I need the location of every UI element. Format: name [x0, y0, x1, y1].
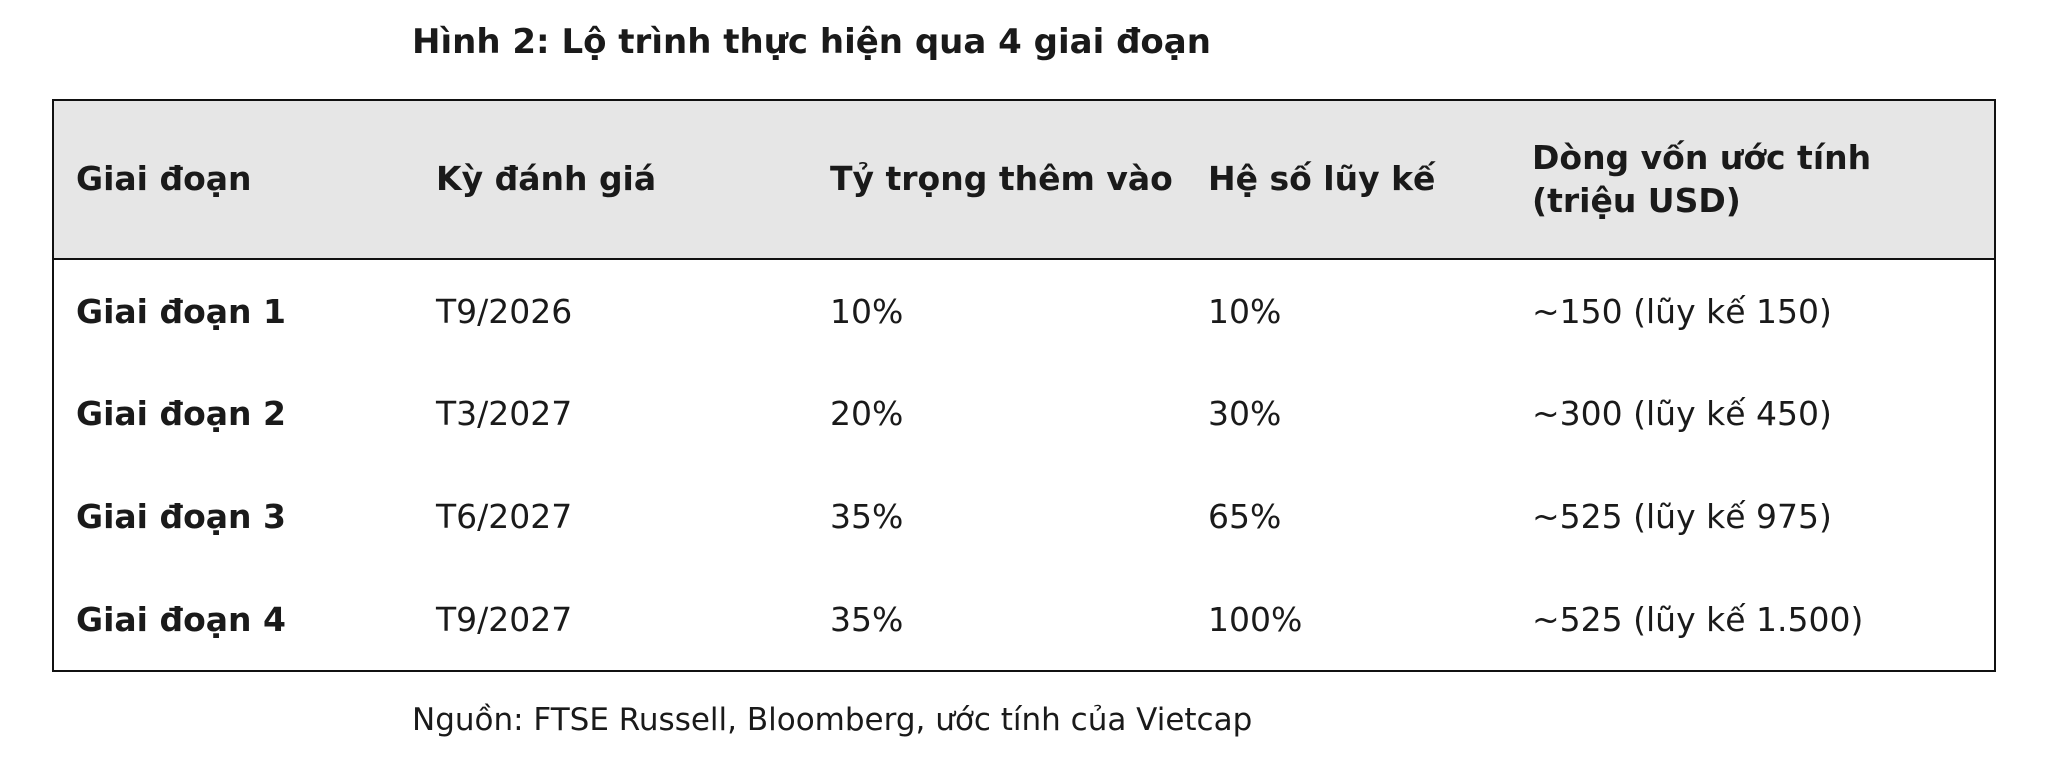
table-cell: 35%	[830, 599, 904, 639]
header-cell: Dòng vốn ước tính (triệu USD)	[1532, 137, 1872, 220]
table-cell: Giai đoạn 2	[76, 394, 286, 433]
table-cell: 30%	[1208, 394, 1282, 433]
table-cell: ~525 (lũy kế 1.500)	[1532, 599, 1864, 639]
table-cell: T3/2027	[436, 394, 573, 433]
table-cell: 10%	[830, 291, 904, 331]
table-body: Giai đoạn 1 T9/2026 10% 10% ~150 (lũy kế 150…	[53, 259, 1995, 671]
table-row: Giai đoạn 4 T9/2027 35% 100% ~525 (lũy kế 1.…	[53, 568, 1995, 671]
table-cell: 10%	[1208, 291, 1282, 331]
header-cell: Giai đoạn	[76, 159, 252, 199]
table-cell: Giai đoạn 1	[76, 291, 286, 331]
table-cell: T9/2026	[436, 291, 573, 331]
table-cell: 20%	[830, 394, 904, 433]
table-row: Giai đoạn 1 T9/2026 10% 10% ~150 (lũy kế 150…	[53, 259, 1995, 362]
table-cell: ~300 (lũy kế 450)	[1532, 394, 1832, 433]
table-cell: 35%	[830, 497, 904, 536]
table-row: Giai đoạn 2 T3/2027 20% 30% ~300 (lũy kế 450…	[53, 362, 1995, 465]
table-cell: 100%	[1208, 599, 1303, 639]
table-row: Giai đoạn 3 T6/2027 35% 65% ~525 (lũy kế 975…	[53, 465, 1995, 568]
source-note: Nguồn: FTSE Russell, Bloomberg, ước tính…	[412, 702, 1253, 738]
table-cell: Giai đoạn 3	[76, 497, 286, 536]
header-cell: Hệ số lũy kế	[1208, 159, 1436, 199]
table-cell: ~150 (lũy kế 150)	[1532, 291, 1832, 331]
header-cell: Kỳ đánh giá	[436, 159, 657, 199]
data-table: Giai đoạn Kỳ đánh giá Tỷ trọng thêm vào Hệ …	[52, 99, 1996, 672]
header-row: Giai đoạn Kỳ đánh giá Tỷ trọng thêm vào Hệ …	[53, 100, 1995, 259]
table-header: Giai đoạn Kỳ đánh giá Tỷ trọng thêm vào Hệ …	[53, 100, 1995, 259]
table-cell: T9/2027	[436, 599, 573, 639]
table-cell: Giai đoạn 4	[76, 599, 286, 639]
table-cell: T6/2027	[436, 497, 573, 536]
header-cell: Tỷ trọng thêm vào	[830, 159, 1173, 199]
figure-title: Hình 2: Lộ trình thực hiện qua 4 giai đo…	[412, 22, 1211, 62]
table-cell: 65%	[1208, 497, 1282, 536]
table-cell: ~525 (lũy kế 975)	[1532, 497, 1832, 536]
